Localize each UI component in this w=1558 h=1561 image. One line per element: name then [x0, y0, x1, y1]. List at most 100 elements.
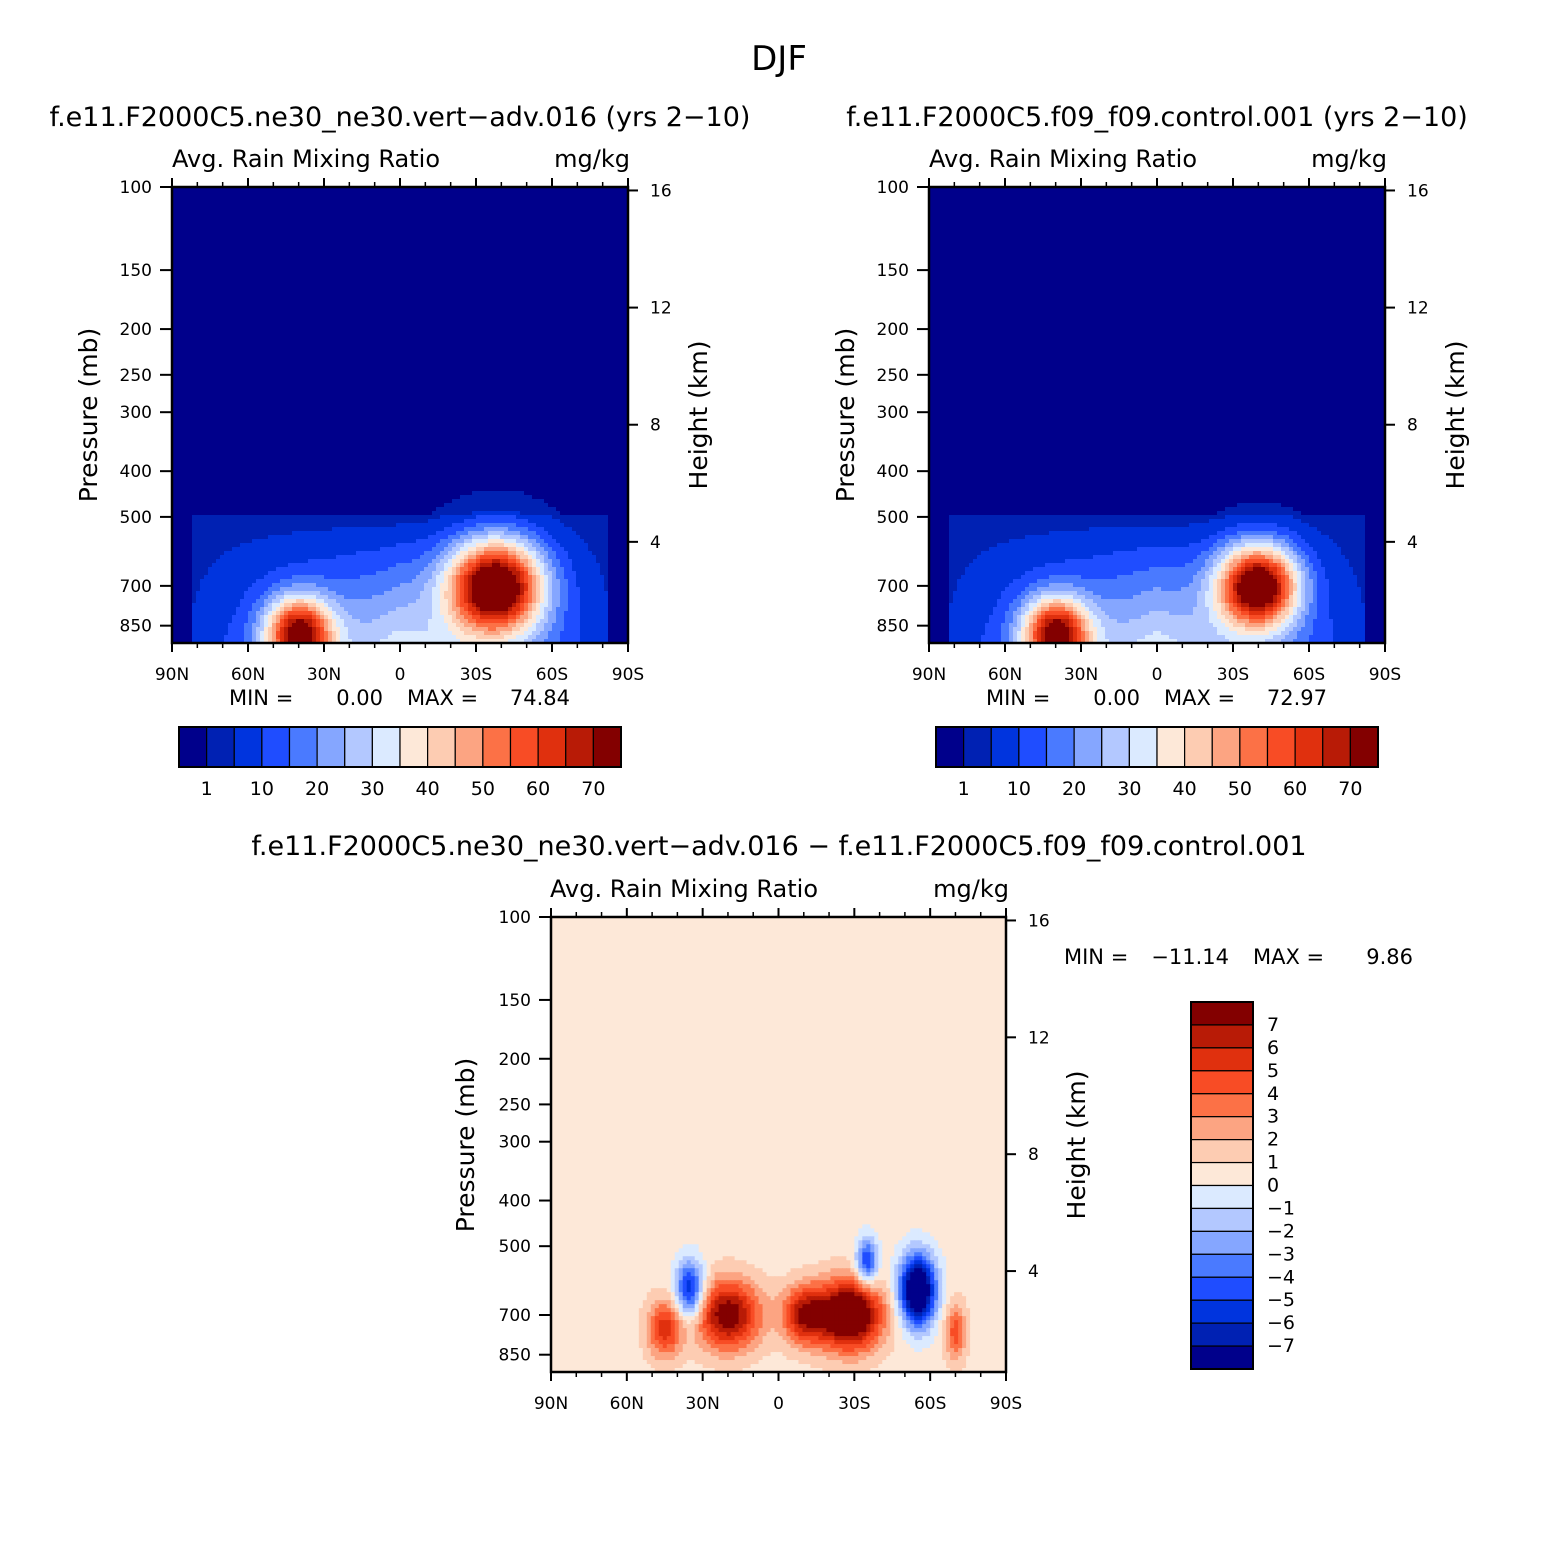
field-cell	[328, 255, 333, 260]
field-cell	[272, 331, 277, 336]
field-cell	[200, 219, 205, 224]
field-cell	[420, 199, 425, 204]
field-cell	[260, 327, 265, 332]
field-cell	[264, 203, 269, 208]
field-cell	[400, 215, 405, 220]
field-cell	[420, 355, 425, 360]
field-cell	[372, 307, 377, 312]
field-cell	[568, 295, 573, 300]
field-cell	[344, 331, 349, 336]
field-cell	[352, 287, 357, 292]
field-cell	[472, 215, 477, 220]
field-cell	[368, 211, 373, 216]
field-cell	[388, 243, 393, 248]
field-cell	[488, 307, 493, 312]
field-cell	[280, 199, 285, 204]
field-cell	[268, 351, 273, 356]
field-cell	[236, 263, 241, 268]
field-cell	[604, 195, 609, 200]
field-cell	[188, 203, 193, 208]
field-cell	[548, 215, 553, 220]
field-cell	[572, 223, 577, 228]
field-cell	[184, 207, 189, 212]
field-cell	[448, 191, 453, 196]
field-cell	[232, 311, 237, 316]
field-cell	[608, 315, 613, 320]
field-cell	[440, 195, 445, 200]
field-cell	[264, 199, 269, 204]
field-cell	[592, 207, 597, 212]
field-cell	[468, 263, 473, 268]
field-cell	[452, 315, 457, 320]
field-cell	[464, 307, 469, 312]
field-cell	[432, 227, 437, 232]
field-cell	[492, 271, 497, 276]
field-cell	[500, 311, 505, 316]
field-cell	[328, 203, 333, 208]
field-cell	[496, 259, 501, 264]
field-cell	[356, 287, 361, 292]
field-cell	[536, 243, 541, 248]
field-cell	[384, 315, 389, 320]
field-cell	[320, 303, 325, 308]
field-cell	[480, 299, 485, 304]
field-cell	[476, 275, 481, 280]
field-cell	[280, 231, 285, 236]
field-cell	[312, 211, 317, 216]
field-cell	[468, 267, 473, 272]
field-cell	[520, 283, 525, 288]
field-cell	[308, 327, 313, 332]
field-cell	[396, 291, 401, 296]
field-cell	[572, 331, 577, 336]
field-cell	[232, 203, 237, 208]
field-cell	[612, 191, 617, 196]
field-cell	[352, 215, 357, 220]
field-cell	[496, 347, 501, 352]
field-cell	[224, 239, 229, 244]
field-cell	[264, 311, 269, 316]
field-cell	[440, 355, 445, 360]
field-cell	[432, 243, 437, 248]
field-cell	[372, 275, 377, 280]
field-cell	[332, 259, 337, 264]
field-cell	[612, 331, 617, 336]
field-cell	[604, 263, 609, 268]
field-cell	[220, 223, 225, 228]
field-cell	[220, 359, 225, 364]
field-cell	[440, 299, 445, 304]
field-cell	[308, 251, 313, 256]
field-cell	[356, 307, 361, 312]
field-cell	[580, 263, 585, 268]
field-cell	[176, 295, 181, 300]
field-cell	[264, 191, 269, 196]
field-cell	[568, 355, 573, 360]
field-cell	[384, 195, 389, 200]
field-cell	[200, 339, 205, 344]
field-cell	[364, 235, 369, 240]
field-cell	[612, 199, 617, 204]
field-cell	[528, 295, 533, 300]
field-cell	[568, 251, 573, 256]
field-cell	[476, 359, 481, 364]
field-cell	[568, 219, 573, 224]
field-cell	[368, 355, 373, 360]
field-cell	[224, 339, 229, 344]
field-cell	[544, 207, 549, 212]
field-cell	[504, 359, 509, 364]
field-cell	[284, 315, 289, 320]
field-cell	[560, 235, 565, 240]
field-cell	[340, 247, 345, 252]
field-cell	[312, 271, 317, 276]
field-cell	[232, 243, 237, 248]
field-cell	[284, 295, 289, 300]
field-cell	[228, 295, 233, 300]
field-cell	[280, 315, 285, 320]
field-cell	[464, 247, 469, 252]
field-cell	[548, 335, 553, 340]
field-cell	[544, 227, 549, 232]
field-cell	[348, 319, 353, 324]
field-cell	[440, 295, 445, 300]
field-cell	[596, 303, 601, 308]
field-cell	[360, 199, 365, 204]
field-cell	[524, 199, 529, 204]
